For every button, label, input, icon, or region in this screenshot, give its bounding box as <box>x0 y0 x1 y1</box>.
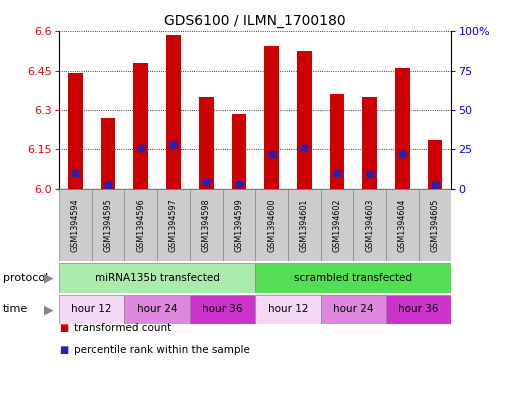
Bar <box>231 114 246 189</box>
Point <box>235 181 243 187</box>
Bar <box>124 189 157 261</box>
Bar <box>59 263 255 293</box>
Bar <box>92 189 125 261</box>
Point <box>398 151 406 157</box>
Bar <box>255 295 321 324</box>
Point <box>333 170 341 176</box>
Point <box>300 145 308 151</box>
Bar <box>124 295 190 324</box>
Bar <box>223 189 255 261</box>
Bar <box>255 189 288 261</box>
Text: transformed count: transformed count <box>74 323 172 333</box>
Text: GSM1394594: GSM1394594 <box>71 198 80 252</box>
Bar <box>419 189 451 261</box>
Text: ▶: ▶ <box>44 303 53 316</box>
Bar <box>190 189 223 261</box>
Text: hour 36: hour 36 <box>202 305 243 314</box>
Text: GSM1394596: GSM1394596 <box>136 198 145 252</box>
Text: protocol: protocol <box>3 273 48 283</box>
Text: hour 12: hour 12 <box>268 305 308 314</box>
Bar <box>264 46 279 189</box>
Text: ■: ■ <box>59 345 68 355</box>
Bar <box>157 189 190 261</box>
Bar <box>133 63 148 189</box>
Text: percentile rank within the sample: percentile rank within the sample <box>74 345 250 355</box>
Text: ■: ■ <box>59 323 68 333</box>
Text: GSM1394600: GSM1394600 <box>267 198 276 252</box>
Bar <box>255 263 451 293</box>
Point <box>71 170 80 176</box>
Text: hour 12: hour 12 <box>71 305 112 314</box>
Title: GDS6100 / ILMN_1700180: GDS6100 / ILMN_1700180 <box>164 14 346 28</box>
Text: GSM1394604: GSM1394604 <box>398 198 407 252</box>
Text: GSM1394595: GSM1394595 <box>104 198 112 252</box>
Text: GSM1394603: GSM1394603 <box>365 198 374 252</box>
Bar <box>330 94 344 189</box>
Bar <box>362 97 377 189</box>
Bar <box>353 189 386 261</box>
Bar <box>386 295 451 324</box>
Text: GSM1394597: GSM1394597 <box>169 198 178 252</box>
Text: ▶: ▶ <box>44 272 53 285</box>
Text: time: time <box>3 305 28 314</box>
Point <box>366 171 374 178</box>
Bar <box>428 140 442 189</box>
Text: hour 24: hour 24 <box>333 305 373 314</box>
Text: GSM1394605: GSM1394605 <box>430 198 440 252</box>
Point <box>267 151 275 157</box>
Point <box>169 141 177 148</box>
Point <box>104 182 112 189</box>
Bar <box>321 189 353 261</box>
Bar <box>190 295 255 324</box>
Text: GSM1394602: GSM1394602 <box>332 198 342 252</box>
Bar <box>199 97 213 189</box>
Text: GSM1394598: GSM1394598 <box>202 198 211 252</box>
Bar <box>386 189 419 261</box>
Text: miRNA135b transfected: miRNA135b transfected <box>95 273 220 283</box>
Bar <box>68 73 83 189</box>
Bar <box>59 295 124 324</box>
Text: hour 36: hour 36 <box>399 305 439 314</box>
Bar <box>288 189 321 261</box>
Text: GSM1394601: GSM1394601 <box>300 198 309 252</box>
Bar <box>101 118 115 189</box>
Point <box>136 145 145 151</box>
Bar <box>395 68 410 189</box>
Bar <box>297 51 311 189</box>
Text: scrambled transfected: scrambled transfected <box>294 273 412 283</box>
Bar <box>166 35 181 189</box>
Bar <box>321 295 386 324</box>
Text: GSM1394599: GSM1394599 <box>234 198 243 252</box>
Text: hour 24: hour 24 <box>137 305 177 314</box>
Point <box>431 182 439 189</box>
Point <box>202 179 210 185</box>
Bar <box>59 189 92 261</box>
